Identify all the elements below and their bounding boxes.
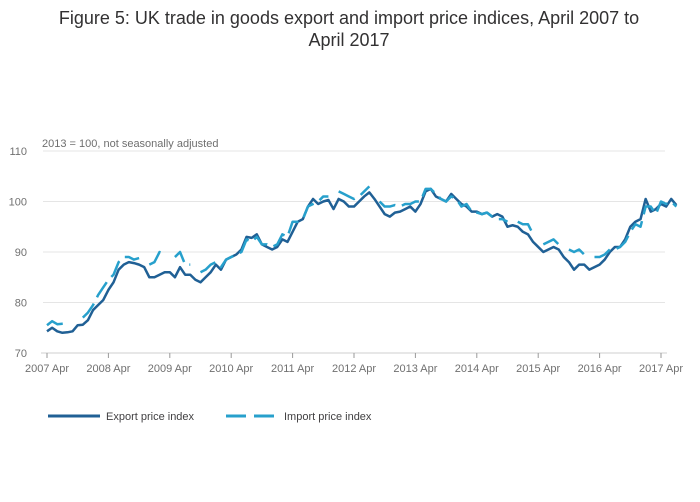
chart-title-line-2: April 2017 (308, 30, 389, 50)
x-tick-label: 2017 Apr (639, 363, 683, 375)
x-tick-label: 2014 Apr (455, 363, 499, 375)
y-tick-label: 100 (9, 197, 27, 209)
series-layer (46, 185, 678, 335)
y-tick-label: 90 (15, 247, 27, 259)
chart-subtitle: 2013 = 100, not seasonally adjusted (42, 138, 218, 150)
axis-layer: 70 80 90 100 110 2007 Apr 2008 Apr 2009 Apr 2010… (9, 146, 684, 375)
x-tick-label: 2011 Apr (271, 363, 315, 375)
x-tick-label: 2010 Apr (209, 363, 253, 375)
legend-label-export: Export price index (106, 411, 195, 423)
x-tick-label: 2012 Apr (332, 363, 376, 375)
series-line-import (46, 185, 678, 327)
x-tick-label: 2016 Apr (578, 363, 622, 375)
y-tick-label: 70 (15, 348, 27, 360)
legend-label-import: Import price index (284, 411, 372, 423)
y-tick-label: 80 (15, 298, 27, 310)
grid-layer (43, 150, 665, 303)
x-tick-label: 2007 Apr (25, 363, 69, 375)
x-tick-label: 2009 Apr (148, 363, 192, 375)
legend: Export price index Import price index (48, 411, 372, 423)
x-tick-label: 2013 Apr (393, 363, 437, 375)
chart-title-line-1: Figure 5: UK trade in goods export and i… (59, 8, 639, 28)
x-tick-label: 2008 Apr (86, 363, 130, 375)
y-tick-label: 110 (9, 146, 27, 158)
x-tick-label: 2015 Apr (516, 363, 560, 375)
series-line-export (46, 187, 678, 335)
